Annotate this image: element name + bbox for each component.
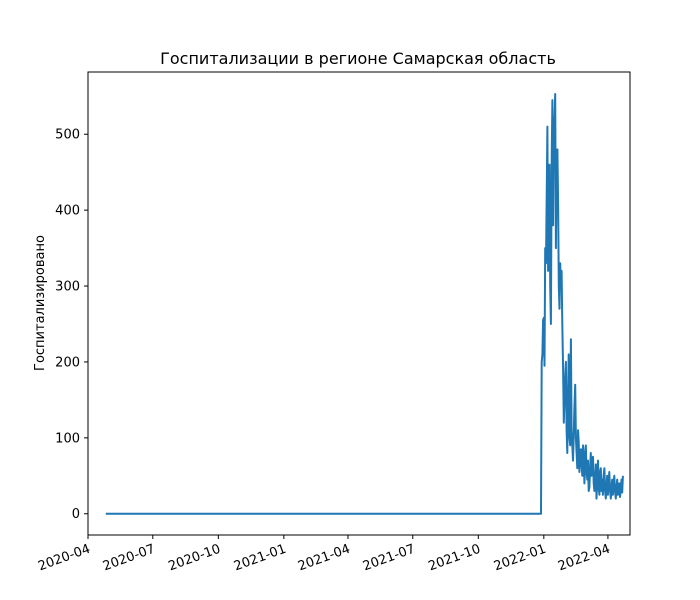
y-tick-label: 0	[72, 507, 80, 522]
chart-title: Госпитализации в регионе Самарская облас…	[160, 49, 556, 68]
y-tick-label: 200	[55, 355, 80, 370]
series-layer	[105, 93, 624, 515]
y-tick-label: 100	[55, 431, 80, 446]
y-tick-label: 300	[55, 280, 80, 295]
plot-area-frame	[87, 71, 631, 536]
series-line-0	[105, 93, 624, 515]
y-tick-label: 400	[55, 204, 80, 219]
y-tick-label: 500	[55, 128, 80, 143]
y-axis-label: Госпитализировано	[33, 235, 48, 371]
